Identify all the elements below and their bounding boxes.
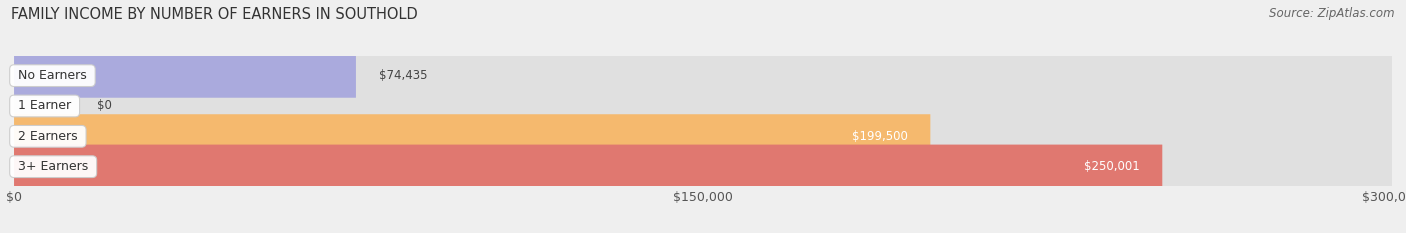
FancyBboxPatch shape [14,114,1392,158]
Text: $199,500: $199,500 [852,130,907,143]
Text: $250,001: $250,001 [1084,160,1139,173]
Text: Source: ZipAtlas.com: Source: ZipAtlas.com [1270,7,1395,20]
FancyBboxPatch shape [14,54,1392,98]
FancyBboxPatch shape [14,145,1163,189]
Text: 2 Earners: 2 Earners [14,130,82,143]
Text: 3+ Earners: 3+ Earners [14,160,93,173]
Text: $74,435: $74,435 [378,69,427,82]
Text: 1 Earner: 1 Earner [14,99,75,113]
Text: FAMILY INCOME BY NUMBER OF EARNERS IN SOUTHOLD: FAMILY INCOME BY NUMBER OF EARNERS IN SO… [11,7,418,22]
FancyBboxPatch shape [14,54,356,98]
Text: No Earners: No Earners [14,69,91,82]
FancyBboxPatch shape [14,114,931,158]
FancyBboxPatch shape [14,145,1392,189]
FancyBboxPatch shape [14,84,1392,128]
Text: $0: $0 [97,99,111,113]
